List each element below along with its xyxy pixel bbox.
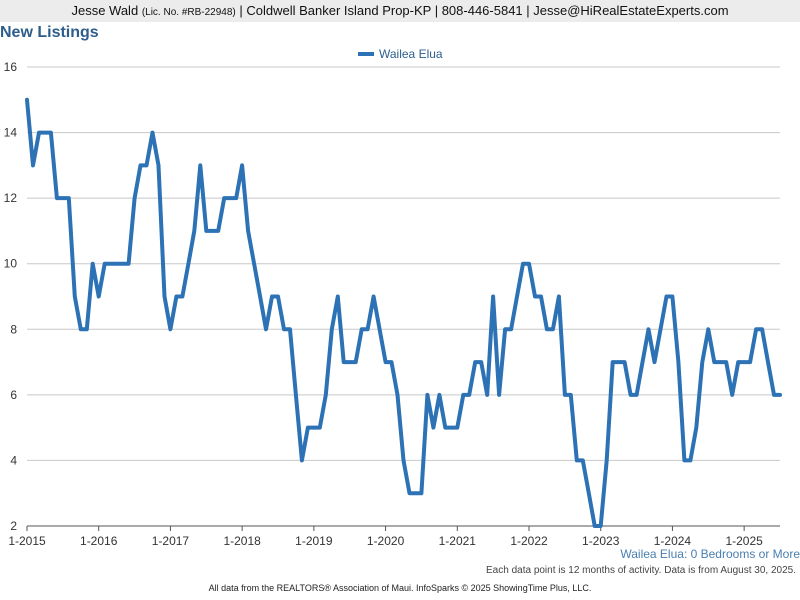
- series-line-wailea-elua: [25, 97, 782, 528]
- x-tick-label-1-2017: 1-2017: [152, 534, 190, 545]
- agent-contact: | Coldwell Banker Island Prop-KP | 808-4…: [235, 3, 729, 18]
- x-tick-label-1-2019: 1-2019: [295, 534, 333, 545]
- activity-note: Each data point is 12 months of activity…: [486, 565, 796, 576]
- footer-credit: All data from the REALTORS® Association …: [208, 583, 592, 593]
- x-tick-label-1-2022: 1-2022: [510, 534, 548, 545]
- y-tick-label-10: 10: [4, 257, 18, 271]
- line-chart: 2 4 6 8 10 12 14 16 1-2015 1-2016 1-2017 1-2018 1-20…: [4, 47, 782, 545]
- license-number: (Lic. No. #RB-22948): [141, 7, 236, 18]
- x-tick-label-1-2020: 1-2020: [367, 534, 405, 545]
- y-tick-label-14: 14: [4, 126, 18, 140]
- y-tick-label-8: 8: [10, 322, 17, 336]
- y-tick-label-16: 16: [4, 60, 18, 74]
- legend-label: Wailea Elua: [379, 47, 443, 61]
- page-title: New Listings: [0, 24, 99, 41]
- y-tick-label-12: 12: [4, 191, 18, 205]
- x-tick-label-1-2021: 1-2021: [439, 534, 477, 545]
- x-tick-label-1-2023: 1-2023: [582, 534, 620, 545]
- header-bar: Jesse Wald (Lic. No. #RB-22948) | Coldwe…: [0, 0, 800, 22]
- x-tick-label-1-2024: 1-2024: [654, 534, 692, 545]
- x-tick-label-1-2025: 1-2025: [725, 534, 763, 545]
- x-tick-label-1-2015: 1-2015: [8, 534, 46, 545]
- x-tick-label-1-2018: 1-2018: [223, 534, 261, 545]
- y-tick-label-6: 6: [10, 388, 17, 402]
- y-tick-label-2: 2: [10, 519, 17, 533]
- agent-name: Jesse Wald: [71, 3, 139, 18]
- y-tick-label-4: 4: [10, 453, 17, 467]
- subset-note: Wailea Elua: 0 Bedrooms or More: [620, 547, 800, 561]
- x-tick-label-1-2016: 1-2016: [80, 534, 118, 545]
